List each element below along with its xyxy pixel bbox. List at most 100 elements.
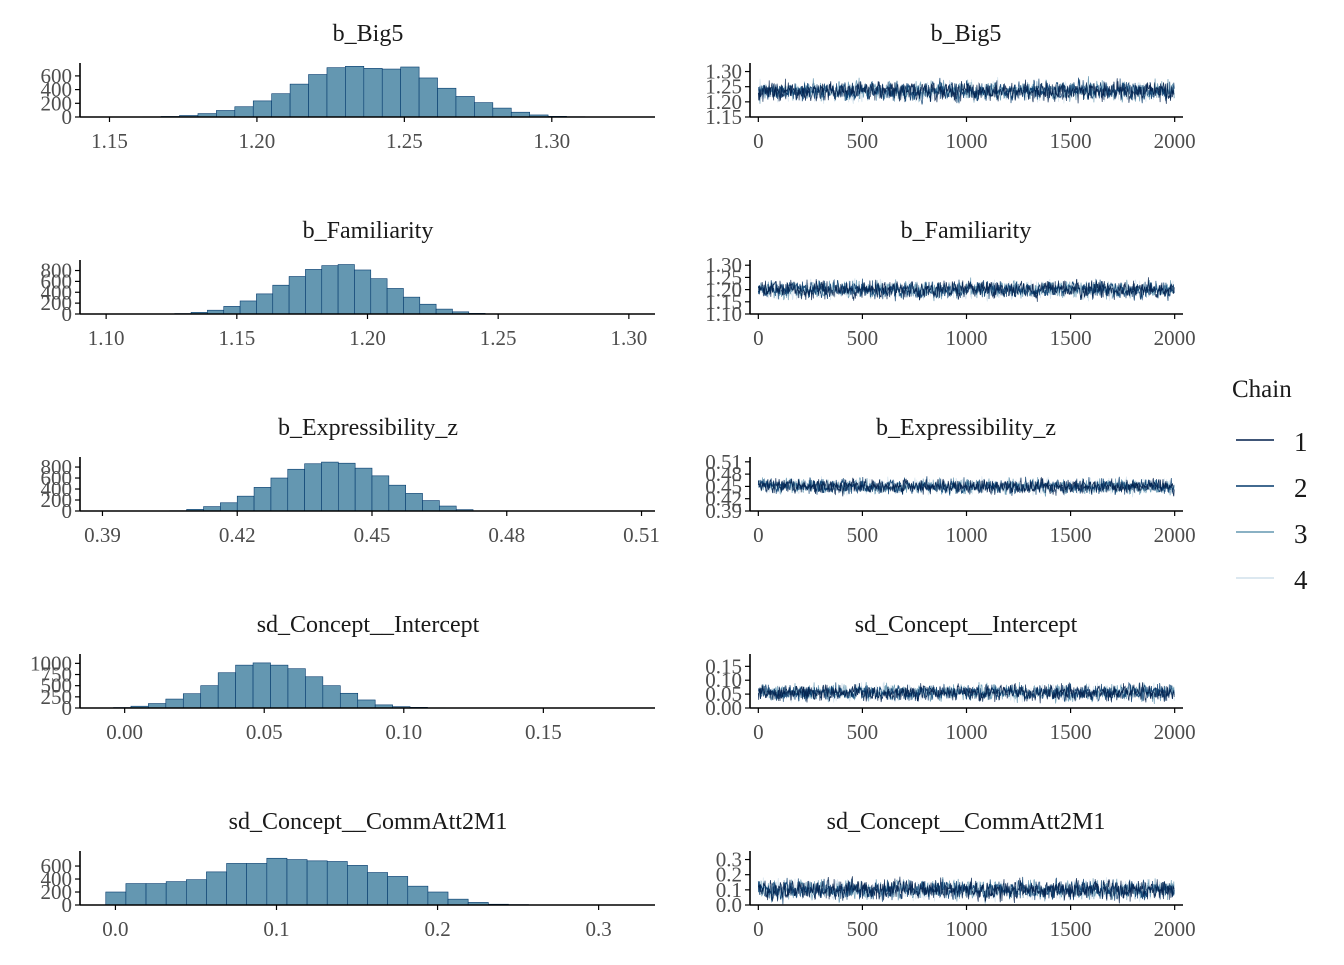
x-tick-label: 0.45 <box>354 523 391 547</box>
x-tick-label: 1500 <box>1050 523 1092 547</box>
x-tick-label: 0 <box>753 917 764 941</box>
histogram-bar <box>338 463 355 511</box>
x-tick-label: 1.15 <box>91 129 128 153</box>
panel-title: b_Familiarity <box>303 218 434 244</box>
histogram-bar <box>372 476 389 511</box>
y-tick-label: 0.51 <box>705 450 742 474</box>
x-tick-label: 1500 <box>1050 129 1092 153</box>
histogram-bar <box>126 884 146 905</box>
x-tick-label: 0 <box>753 720 764 744</box>
y-tick-label: 0.15 <box>705 654 742 678</box>
histogram-bar <box>236 665 253 708</box>
histogram-bar <box>321 462 338 511</box>
histogram-bar <box>307 861 327 905</box>
histogram-bar <box>354 270 370 314</box>
histogram-bar <box>237 496 254 511</box>
histogram-bar <box>183 694 200 708</box>
histogram-bar <box>290 84 308 117</box>
histogram-bar <box>423 501 440 511</box>
x-tick-label: 0.42 <box>219 523 256 547</box>
panel-title: b_Big5 <box>931 21 1002 47</box>
legend-key-2: 2 <box>1236 473 1308 503</box>
histogram-bar <box>288 669 305 708</box>
histogram-bar <box>323 686 340 708</box>
panel-title: b_Expressibility_z <box>876 415 1056 441</box>
histogram-bar <box>456 96 474 117</box>
x-tick-label: 1500 <box>1050 720 1092 744</box>
x-tick-label: 1000 <box>946 523 988 547</box>
x-tick-label: 500 <box>847 129 879 153</box>
x-tick-label: 0.2 <box>424 917 450 941</box>
x-tick-label: 2000 <box>1154 129 1196 153</box>
x-tick-label: 1.25 <box>480 326 517 350</box>
x-tick-label: 0 <box>753 523 764 547</box>
trace-lines <box>758 682 1174 704</box>
x-tick-label: 1000 <box>946 326 988 350</box>
histogram-bar <box>345 66 363 117</box>
histogram-bar <box>305 677 322 708</box>
x-tick-label: 0.15 <box>525 720 562 744</box>
histogram-bar <box>309 75 327 117</box>
y-tick-label: 0.3 <box>716 848 742 872</box>
panel-title: sd_Concept__Intercept <box>257 612 480 638</box>
histogram-bar <box>186 880 206 905</box>
x-tick-label: 1.30 <box>610 326 647 350</box>
panel-title: sd_Concept__Intercept <box>855 612 1078 638</box>
histogram-bar <box>253 663 270 708</box>
legend-label-4: 4 <box>1294 565 1308 595</box>
x-tick-label: 0.10 <box>385 720 422 744</box>
panel-title: b_Familiarity <box>901 218 1032 244</box>
histogram-bar <box>224 306 240 314</box>
x-tick-label: 1.20 <box>239 129 276 153</box>
histogram-bar <box>358 700 375 708</box>
histogram-bar <box>305 269 321 314</box>
histogram-bar <box>382 69 400 117</box>
histogram-bar <box>166 882 186 905</box>
histogram-bars <box>124 66 603 117</box>
histogram-bar <box>247 863 267 905</box>
chain-legend: Chain 1 2 3 4 <box>1232 376 1308 595</box>
histogram-bar <box>420 304 436 314</box>
x-tick-label: 500 <box>847 917 879 941</box>
legend-title: Chain <box>1232 376 1292 403</box>
histogram-bar <box>371 279 387 314</box>
x-tick-label: 0.51 <box>623 523 660 547</box>
histogram-bar <box>364 68 382 117</box>
histogram-bar <box>355 468 372 511</box>
panel-title: sd_Concept__CommAtt2M1 <box>229 809 508 835</box>
histogram-bar <box>448 899 468 905</box>
trace-lines <box>758 876 1174 904</box>
histogram-bar <box>271 478 288 511</box>
y-tick-label: 600 <box>41 854 73 878</box>
x-tick-label: 0.3 <box>586 917 612 941</box>
histogram-bar <box>387 288 403 314</box>
histogram-bar <box>419 78 437 117</box>
x-tick-label: 0.00 <box>106 720 143 744</box>
histogram-bars <box>114 663 445 708</box>
x-tick-label: 2000 <box>1154 917 1196 941</box>
x-tick-label: 2000 <box>1154 523 1196 547</box>
histogram-bar <box>267 858 287 905</box>
histogram-bar <box>408 886 428 905</box>
y-tick-label: 1.30 <box>705 253 742 277</box>
histogram-bar <box>240 301 256 314</box>
histogram-bar <box>389 485 406 511</box>
legend-key-3: 3 <box>1236 519 1308 549</box>
histogram-bar <box>327 861 347 905</box>
x-tick-label: 2000 <box>1154 720 1196 744</box>
x-tick-label: 1000 <box>946 917 988 941</box>
histogram-bar <box>428 892 448 905</box>
histogram-bar <box>288 469 305 511</box>
panel-title: b_Big5 <box>333 21 404 47</box>
x-tick-label: 1500 <box>1050 917 1092 941</box>
x-tick-label: 500 <box>847 523 879 547</box>
histogram-bar <box>388 876 408 905</box>
x-tick-label: 0 <box>753 129 764 153</box>
y-tick-label: 1000 <box>30 651 72 675</box>
